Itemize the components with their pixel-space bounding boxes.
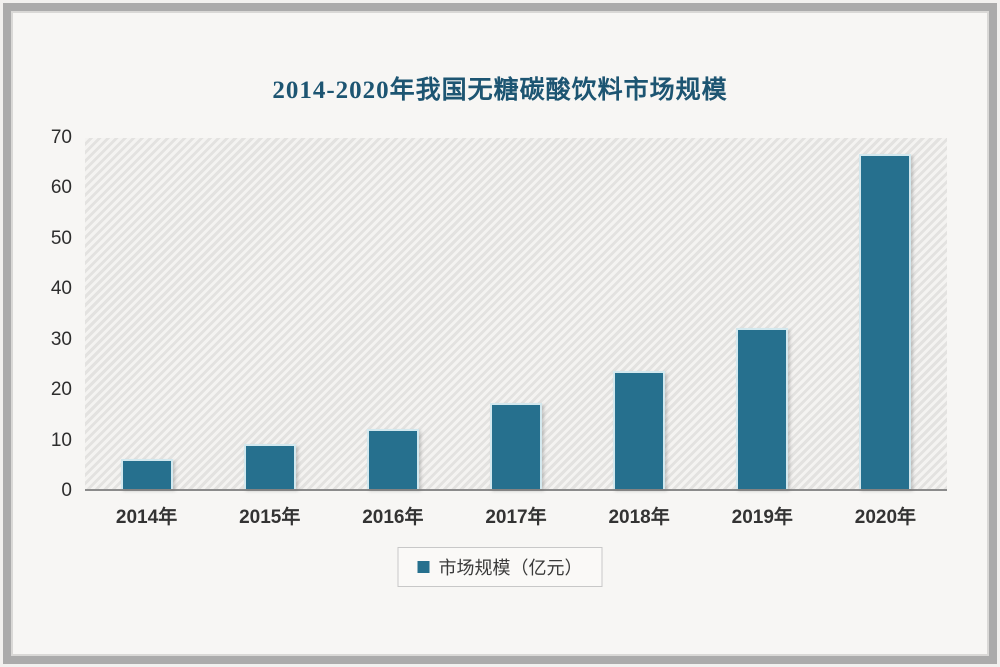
- bar-2019年: [736, 327, 789, 489]
- x-tick-label: 2019年: [731, 507, 793, 528]
- x-tick-label: 2020年: [854, 507, 917, 528]
- x-tick-label: 2018年: [608, 507, 670, 528]
- y-tick-label: 60: [50, 177, 72, 199]
- bar-2020年: [859, 153, 912, 489]
- y-tick-label: 20: [50, 379, 72, 401]
- bar-2017年: [490, 403, 542, 489]
- legend-swatch-icon: [417, 561, 430, 573]
- y-tick-label: 10: [50, 429, 72, 451]
- bar-2018年: [613, 370, 666, 489]
- x-tick-label: 2015年: [239, 507, 301, 528]
- y-axis: 0 10 20 30 40 50 60 70: [20, 127, 72, 501]
- x-tick-label: 2016年: [362, 507, 424, 528]
- x-tick-label: 2017年: [485, 507, 547, 528]
- x-tick-label: 2014年: [115, 507, 178, 528]
- bar-2015年: [243, 443, 296, 489]
- y-tick-label: 40: [50, 278, 72, 300]
- legend-label: 市场规模（亿元）: [438, 558, 583, 578]
- y-tick-label: 30: [50, 328, 72, 350]
- chart-title: 2014-2020年我国无糖碳酸饮料市场规模: [272, 77, 728, 104]
- plot-area: [85, 138, 947, 491]
- bar-2016年: [366, 428, 419, 489]
- x-axis: 2014年 2015年 2016年 2017年 2018年 2019年 2020年: [85, 502, 947, 532]
- y-tick-label: 0: [61, 480, 72, 501]
- legend: 市场规模（亿元）: [397, 547, 603, 587]
- y-tick-label: 50: [50, 227, 72, 249]
- y-tick-label: 70: [50, 127, 72, 148]
- bar-2014年: [120, 458, 173, 489]
